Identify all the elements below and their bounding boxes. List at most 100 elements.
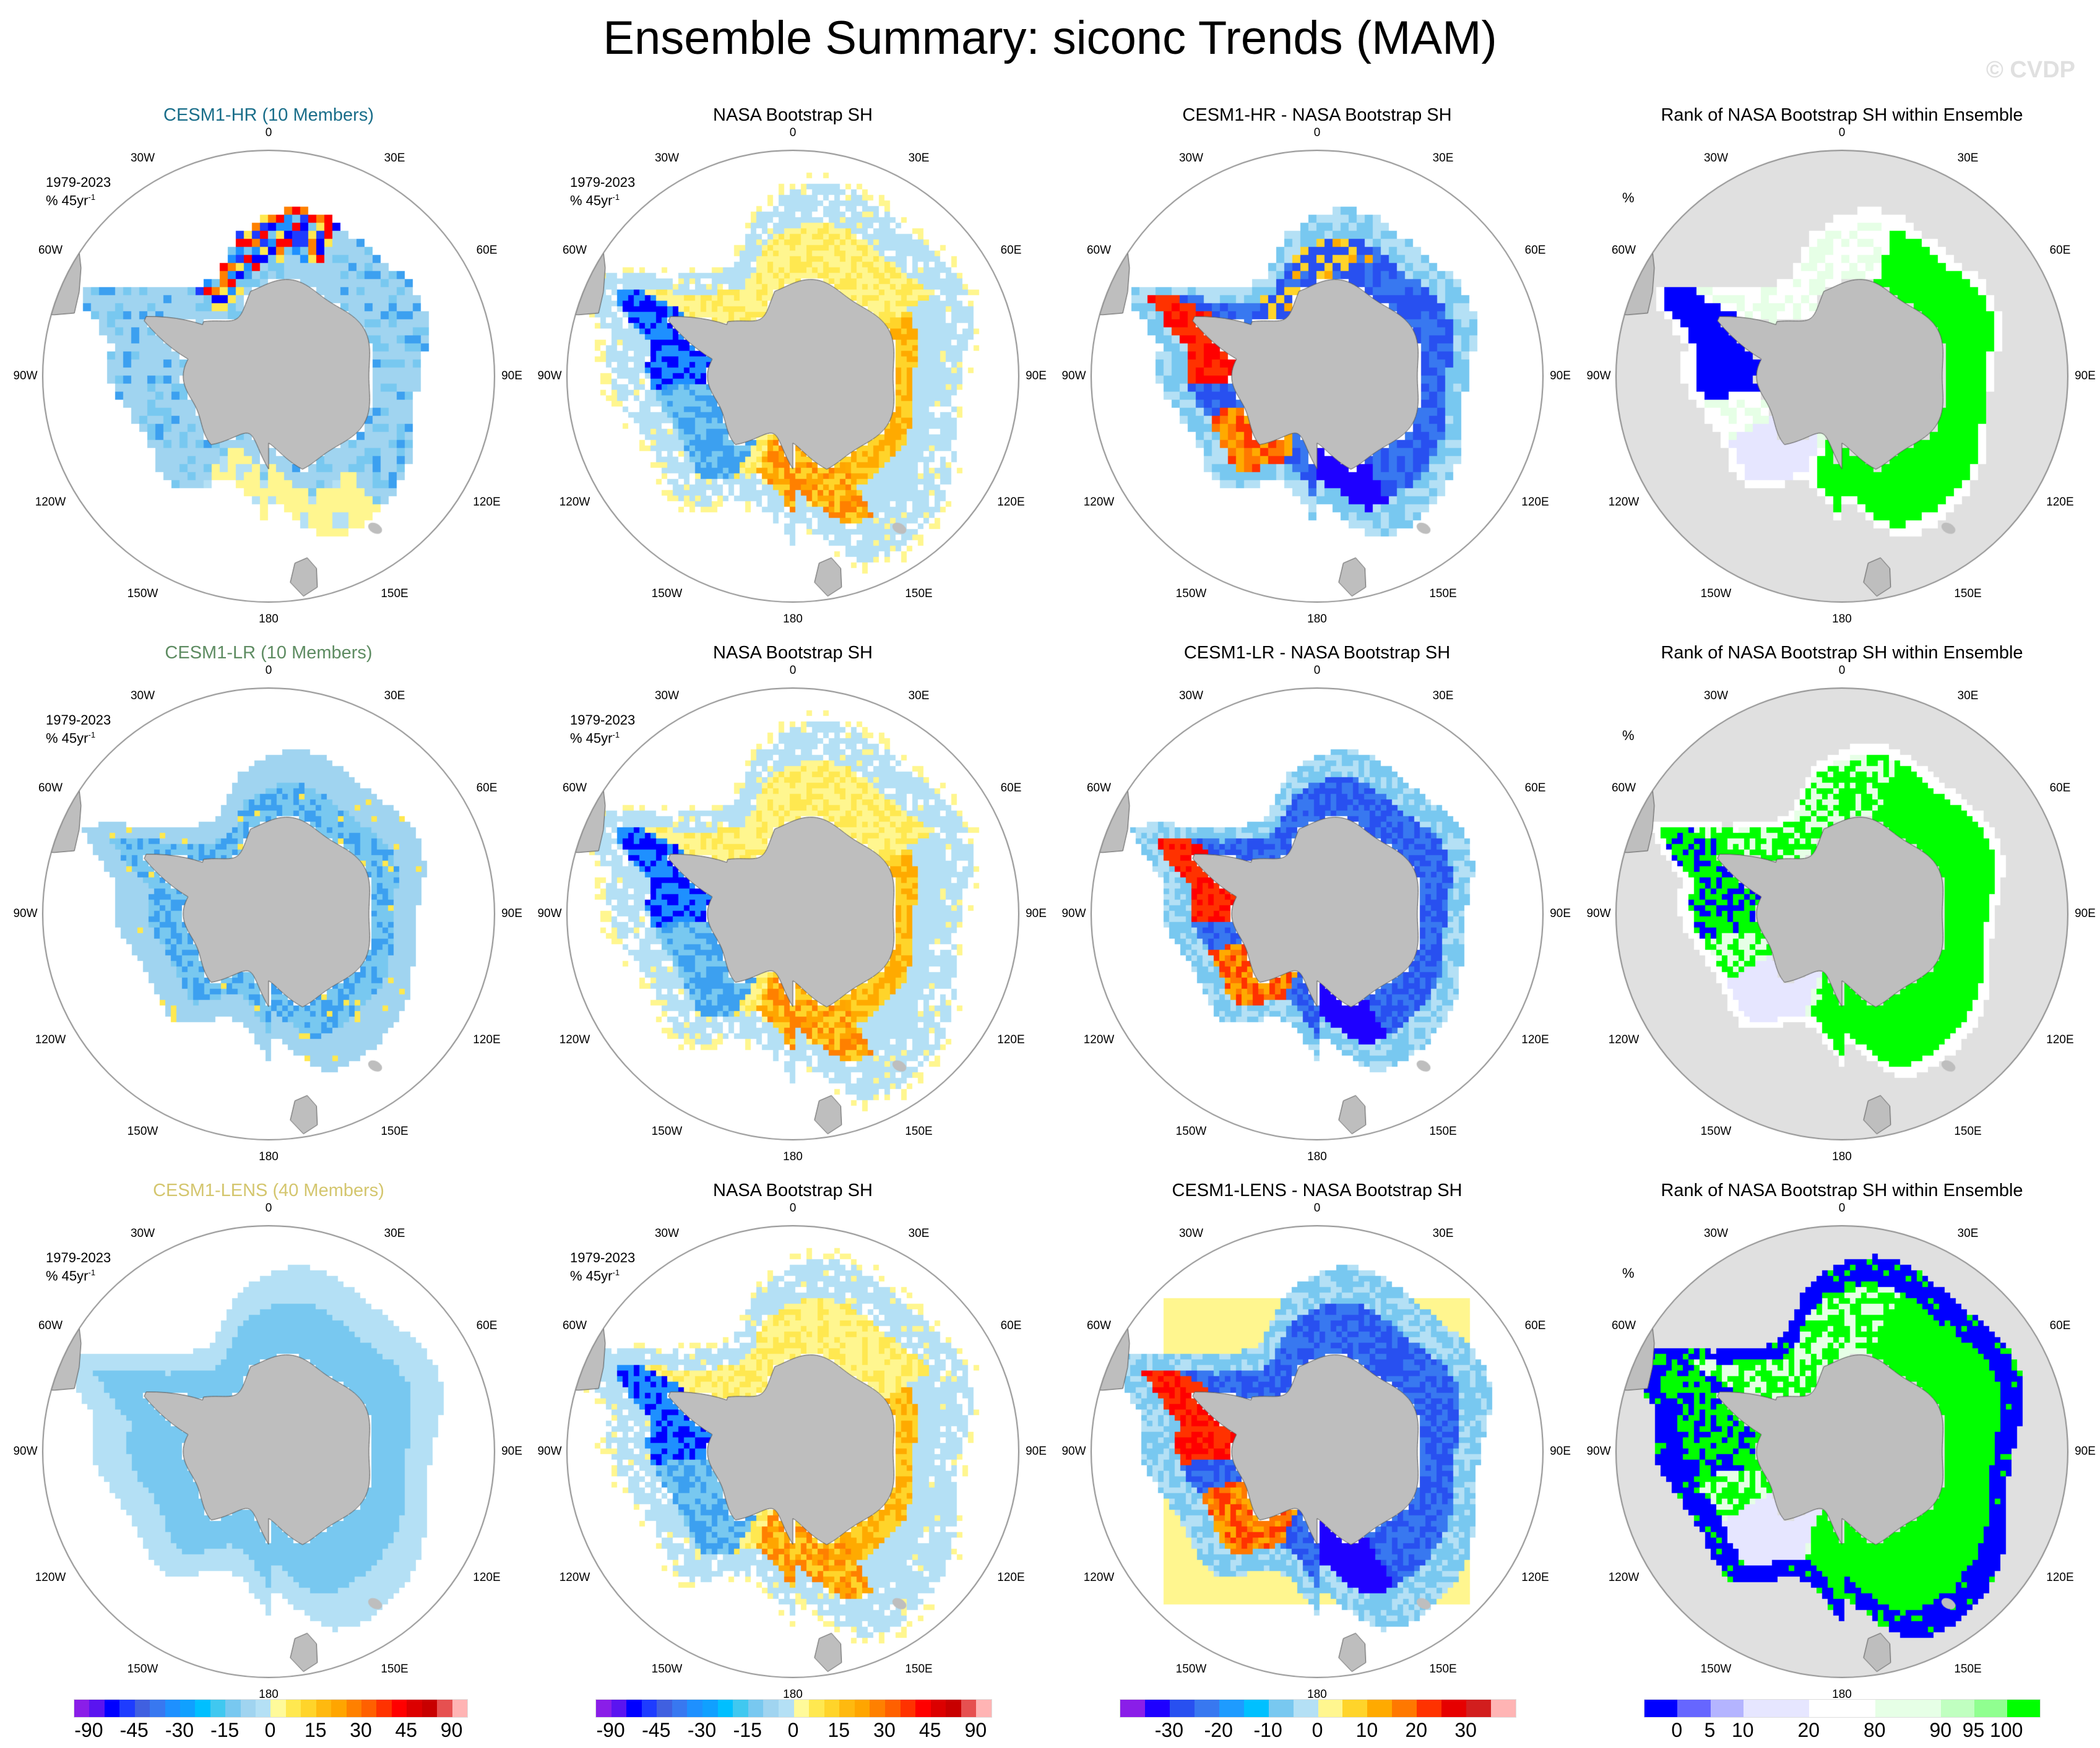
colorbar-swatch [1120,1700,1145,1717]
longitude-label: 0 [1838,664,1846,677]
colorbar-swatch [331,1700,347,1717]
longitude-label: 150W [651,1125,683,1139]
longitude-label: 30W [1178,1226,1204,1240]
longitude-label: 30E [1957,689,1979,702]
longitude-label: 30E [384,1226,405,1240]
longitude-label: 30E [1957,1226,1979,1240]
longitude-label: 60W [38,243,63,257]
trend-period: 1979-2023 [46,174,111,190]
longitude-label: 120E [997,495,1025,509]
colorbar-swatch [225,1700,241,1717]
longitude-label: 30W [1703,689,1729,702]
colorbar-tick-label: 30 [1454,1719,1477,1741]
longitude-label: 60E [1000,243,1022,257]
colorbar-swatch [421,1700,438,1717]
longitude-label: 30W [654,1226,680,1240]
colorbar-swatch [1941,1700,1974,1717]
longitude-label: 180 [783,1688,803,1701]
longitude-label: 0 [1313,126,1321,139]
panel-title: NASA Bootstrap SH [713,643,873,663]
colorbar-tick-label: 100 [1990,1719,2023,1741]
colorbar-tick-label: 15 [827,1719,850,1741]
colorbar-swatch [611,1700,627,1717]
longitude-label: 120E [473,1033,501,1046]
map-panel-diff: CESM1-LR - NASA Bootstrap SH 0 30E 60E 90E 12… [1039,643,1596,1180]
longitude-label: 90W [1586,1445,1611,1458]
colorbar-swatch [240,1700,256,1717]
longitude-label: 120W [1608,1570,1640,1584]
colorbar-tick-label: 90 [440,1719,463,1741]
longitude-label: 120E [2046,495,2074,509]
colorbar-tick-label: 15 [304,1719,327,1741]
trend-period: 1979-2023 [570,174,636,190]
trend-annotation: 1979-2023% 45yr-1 [46,1251,111,1283]
longitude-label: 120W [1083,1033,1115,1046]
map-panel-diff: CESM1-HR - NASA Bootstrap SH 0 30E 60E 90E 12… [1039,105,1596,642]
colorbar-swatch [407,1700,422,1717]
longitude-label: 120E [2046,1570,2074,1584]
map-panel-model: CESM1-HR (10 Members) 0 30E 60E 90E 120E 150E 1… [0,105,547,642]
longitude-label: 0 [265,664,272,677]
map-panel-obs: NASA Bootstrap SH 0 30E 60E 90E 120E 150E 180 15… [514,1181,1071,1718]
units-text: % 45yr [570,1268,613,1284]
polar-map-rank [1563,1186,2100,1718]
colorbar-swatch [1417,1700,1442,1717]
longitude-label: 90E [2075,369,2096,382]
polar-map-model [0,1186,547,1718]
longitude-label: 120E [1521,1033,1549,1046]
panel-title: CESM1-HR (10 Members) [163,105,374,125]
panel-title: CESM1-LENS - NASA Bootstrap SH [1172,1181,1463,1200]
longitude-label: 120W [35,1033,66,1046]
colorbar-swatch [104,1700,120,1717]
longitude-label: 60W [1086,243,1112,257]
colorbar-tick-label: 30 [873,1719,896,1741]
colorbar-swatch [884,1700,901,1717]
longitude-label: 30E [1432,1226,1454,1240]
colorbar-tick-label: 5 [1704,1719,1716,1741]
longitude-label: 60W [38,1319,63,1332]
units-exponent: -1 [612,730,620,739]
longitude-label: 30W [130,689,155,702]
colorbar-swatch [119,1700,135,1717]
colorbar-tick-label: 30 [350,1719,372,1741]
colorbar-swatch [778,1700,794,1717]
longitude-label: 0 [265,126,272,139]
trend-units: % 45yr-1 [46,1265,111,1283]
trend-period: 1979-2023 [570,712,636,728]
colorbar-tick-label: 20 [1797,1719,1820,1741]
colorbar-swatch [316,1700,332,1717]
units-exponent: -1 [612,1268,620,1277]
colorbar-swatch [1318,1700,1343,1717]
longitude-label: 90W [537,369,562,382]
colorbar-swatch [763,1700,779,1717]
panel-title: Rank of NASA Bootstrap SH within Ensembl… [1661,1181,2023,1200]
longitude-label: 30W [130,151,155,165]
colorbar-tick-label: 20 [1405,1719,1428,1741]
longitude-label: 90W [1061,369,1086,382]
longitude-label: 0 [265,1202,272,1215]
colorbar-swatch [1194,1700,1219,1717]
longitude-label: 150E [381,587,408,601]
colorbar-tick-label: 0 [264,1719,276,1741]
longitude-label: 150W [127,1663,158,1676]
units-exponent: -1 [88,1268,96,1277]
longitude-label: 120E [1521,1570,1549,1584]
colorbar-swatch [2007,1700,2040,1717]
colorbar-swatch [824,1700,840,1717]
colorbar-swatch [391,1700,407,1717]
trend-annotation: 1979-2023% 45yr-1 [46,175,111,208]
trend-period: 1979-2023 [570,1250,636,1265]
polar-map-diff [1039,648,1596,1180]
colorbar-swatch [1677,1700,1711,1717]
longitude-label: 60E [1524,1319,1546,1332]
rank-units-annotation: % [1622,190,1635,205]
colorbar-swatch [1710,1700,1744,1717]
units-exponent: -1 [88,192,96,202]
colorbar-swatch [915,1700,931,1717]
longitude-label: 180 [1307,1150,1327,1163]
longitude-label: 90W [13,369,38,382]
longitude-label: 120E [1521,495,1549,509]
longitude-label: 120W [35,1570,66,1584]
longitude-label: 60W [1086,1319,1112,1332]
colorbar-swatch [930,1700,946,1717]
